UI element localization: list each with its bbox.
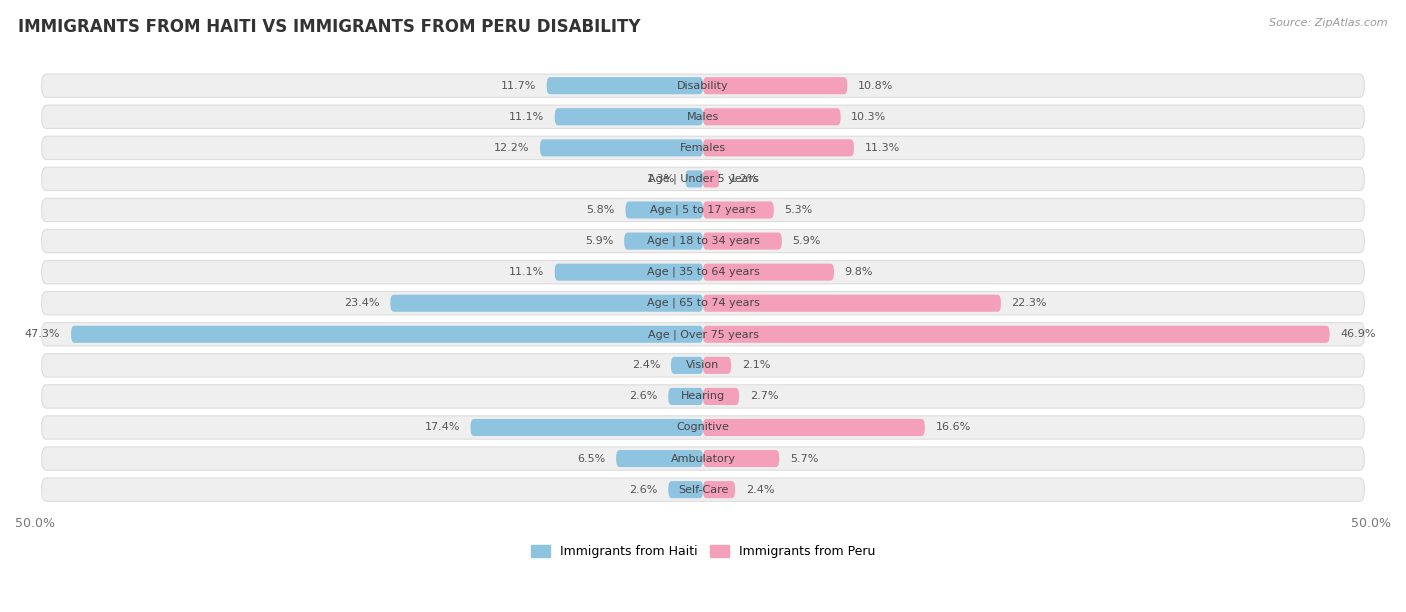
Text: 2.4%: 2.4% xyxy=(631,360,661,370)
Text: 6.5%: 6.5% xyxy=(578,453,606,463)
Text: 1.2%: 1.2% xyxy=(730,174,758,184)
Text: 5.8%: 5.8% xyxy=(586,205,614,215)
FancyBboxPatch shape xyxy=(703,388,740,405)
FancyBboxPatch shape xyxy=(42,478,1364,501)
Text: 10.3%: 10.3% xyxy=(851,112,887,122)
FancyBboxPatch shape xyxy=(42,291,1364,315)
FancyBboxPatch shape xyxy=(703,419,925,436)
Text: 1.3%: 1.3% xyxy=(647,174,675,184)
FancyBboxPatch shape xyxy=(703,140,853,157)
FancyBboxPatch shape xyxy=(626,201,703,218)
Text: Age | 35 to 64 years: Age | 35 to 64 years xyxy=(647,267,759,277)
Text: Source: ZipAtlas.com: Source: ZipAtlas.com xyxy=(1270,18,1388,28)
FancyBboxPatch shape xyxy=(555,108,703,125)
Text: Cognitive: Cognitive xyxy=(676,422,730,433)
FancyBboxPatch shape xyxy=(391,294,703,312)
Text: 2.1%: 2.1% xyxy=(742,360,770,370)
FancyBboxPatch shape xyxy=(668,481,703,498)
FancyBboxPatch shape xyxy=(42,447,1364,470)
Text: 46.9%: 46.9% xyxy=(1340,329,1376,339)
FancyBboxPatch shape xyxy=(42,416,1364,439)
Text: 17.4%: 17.4% xyxy=(425,422,460,433)
Text: 11.7%: 11.7% xyxy=(501,81,536,91)
Text: 22.3%: 22.3% xyxy=(1011,298,1047,308)
FancyBboxPatch shape xyxy=(547,77,703,94)
Text: Hearing: Hearing xyxy=(681,392,725,401)
Text: 5.9%: 5.9% xyxy=(793,236,821,246)
Text: 2.4%: 2.4% xyxy=(745,485,775,494)
FancyBboxPatch shape xyxy=(42,105,1364,129)
FancyBboxPatch shape xyxy=(555,264,703,281)
Text: Age | 65 to 74 years: Age | 65 to 74 years xyxy=(647,298,759,308)
FancyBboxPatch shape xyxy=(703,201,773,218)
FancyBboxPatch shape xyxy=(42,74,1364,97)
FancyBboxPatch shape xyxy=(703,450,779,467)
FancyBboxPatch shape xyxy=(668,388,703,405)
FancyBboxPatch shape xyxy=(616,450,703,467)
FancyBboxPatch shape xyxy=(540,140,703,157)
Text: 5.7%: 5.7% xyxy=(790,453,818,463)
Text: 16.6%: 16.6% xyxy=(935,422,970,433)
Text: 5.9%: 5.9% xyxy=(585,236,613,246)
FancyBboxPatch shape xyxy=(72,326,703,343)
FancyBboxPatch shape xyxy=(42,167,1364,190)
Text: 47.3%: 47.3% xyxy=(25,329,60,339)
Text: 5.3%: 5.3% xyxy=(785,205,813,215)
FancyBboxPatch shape xyxy=(703,481,735,498)
FancyBboxPatch shape xyxy=(42,230,1364,253)
FancyBboxPatch shape xyxy=(686,170,703,187)
Text: Vision: Vision xyxy=(686,360,720,370)
Text: 12.2%: 12.2% xyxy=(494,143,529,153)
FancyBboxPatch shape xyxy=(42,261,1364,284)
Text: Disability: Disability xyxy=(678,81,728,91)
FancyBboxPatch shape xyxy=(624,233,703,250)
Text: 11.3%: 11.3% xyxy=(865,143,900,153)
FancyBboxPatch shape xyxy=(671,357,703,374)
Text: Age | Over 75 years: Age | Over 75 years xyxy=(648,329,758,340)
Text: 2.6%: 2.6% xyxy=(630,485,658,494)
Text: Age | 5 to 17 years: Age | 5 to 17 years xyxy=(650,205,756,215)
FancyBboxPatch shape xyxy=(703,294,1001,312)
Text: 10.8%: 10.8% xyxy=(858,81,893,91)
Text: Age | 18 to 34 years: Age | 18 to 34 years xyxy=(647,236,759,246)
FancyBboxPatch shape xyxy=(42,323,1364,346)
FancyBboxPatch shape xyxy=(42,354,1364,377)
FancyBboxPatch shape xyxy=(703,326,1330,343)
FancyBboxPatch shape xyxy=(703,357,731,374)
Text: 23.4%: 23.4% xyxy=(344,298,380,308)
Text: 11.1%: 11.1% xyxy=(509,267,544,277)
FancyBboxPatch shape xyxy=(703,170,718,187)
Text: 2.7%: 2.7% xyxy=(749,392,779,401)
FancyBboxPatch shape xyxy=(42,385,1364,408)
Text: Ambulatory: Ambulatory xyxy=(671,453,735,463)
FancyBboxPatch shape xyxy=(703,77,848,94)
Text: 9.8%: 9.8% xyxy=(845,267,873,277)
FancyBboxPatch shape xyxy=(42,198,1364,222)
Legend: Immigrants from Haiti, Immigrants from Peru: Immigrants from Haiti, Immigrants from P… xyxy=(526,540,880,563)
Text: Self-Care: Self-Care xyxy=(678,485,728,494)
Text: Females: Females xyxy=(681,143,725,153)
Text: 2.6%: 2.6% xyxy=(630,392,658,401)
Text: 11.1%: 11.1% xyxy=(509,112,544,122)
FancyBboxPatch shape xyxy=(42,136,1364,160)
FancyBboxPatch shape xyxy=(703,233,782,250)
Text: Age | Under 5 years: Age | Under 5 years xyxy=(648,174,758,184)
Text: IMMIGRANTS FROM HAITI VS IMMIGRANTS FROM PERU DISABILITY: IMMIGRANTS FROM HAITI VS IMMIGRANTS FROM… xyxy=(18,18,641,36)
FancyBboxPatch shape xyxy=(471,419,703,436)
FancyBboxPatch shape xyxy=(703,264,834,281)
Text: Males: Males xyxy=(688,112,718,122)
FancyBboxPatch shape xyxy=(703,108,841,125)
